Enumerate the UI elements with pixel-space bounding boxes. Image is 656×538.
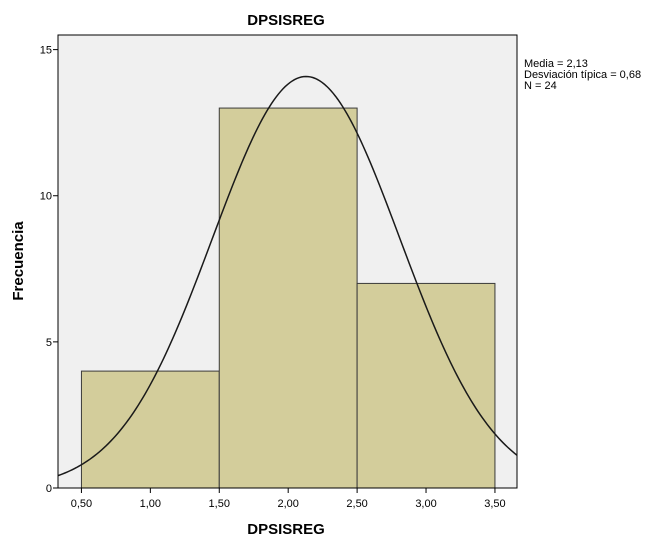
y-axis-title: Frecuencia: [10, 221, 27, 301]
y-tick-label-0: 0: [46, 483, 52, 495]
histogram-bar-3: [356, 282, 496, 489]
stat-mean: Media = 2,13: [524, 58, 588, 70]
y-tick-label-2: 10: [40, 191, 52, 203]
chart-title: DPSISREG: [247, 12, 325, 29]
x-tick-label-6: 3,50: [484, 498, 505, 510]
stat-std-dev: Desviación típica = 0,68: [524, 69, 642, 81]
x-tick-label-4: 2,50: [346, 498, 367, 510]
x-tick-label-1: 1,00: [140, 498, 161, 510]
histogram-bar-1: [80, 370, 220, 489]
x-tick-label-2: 1,50: [209, 498, 230, 510]
x-tick-label-3: 2,00: [277, 498, 298, 510]
y-tick-label-3: 15: [40, 45, 52, 57]
x-tick-label-0: 0,50: [71, 498, 92, 510]
histogram-bar-2: [218, 107, 358, 489]
normal-curve: [57, 75, 518, 477]
statistics-box: Media = 2,13 Desviación típica = 0,68 N …: [524, 59, 641, 92]
x-tick-label-5: 3,00: [415, 498, 436, 510]
x-axis-title: DPSISREG: [247, 521, 325, 538]
stat-n: N = 24: [524, 80, 557, 92]
y-tick-label-1: 5: [46, 337, 52, 349]
